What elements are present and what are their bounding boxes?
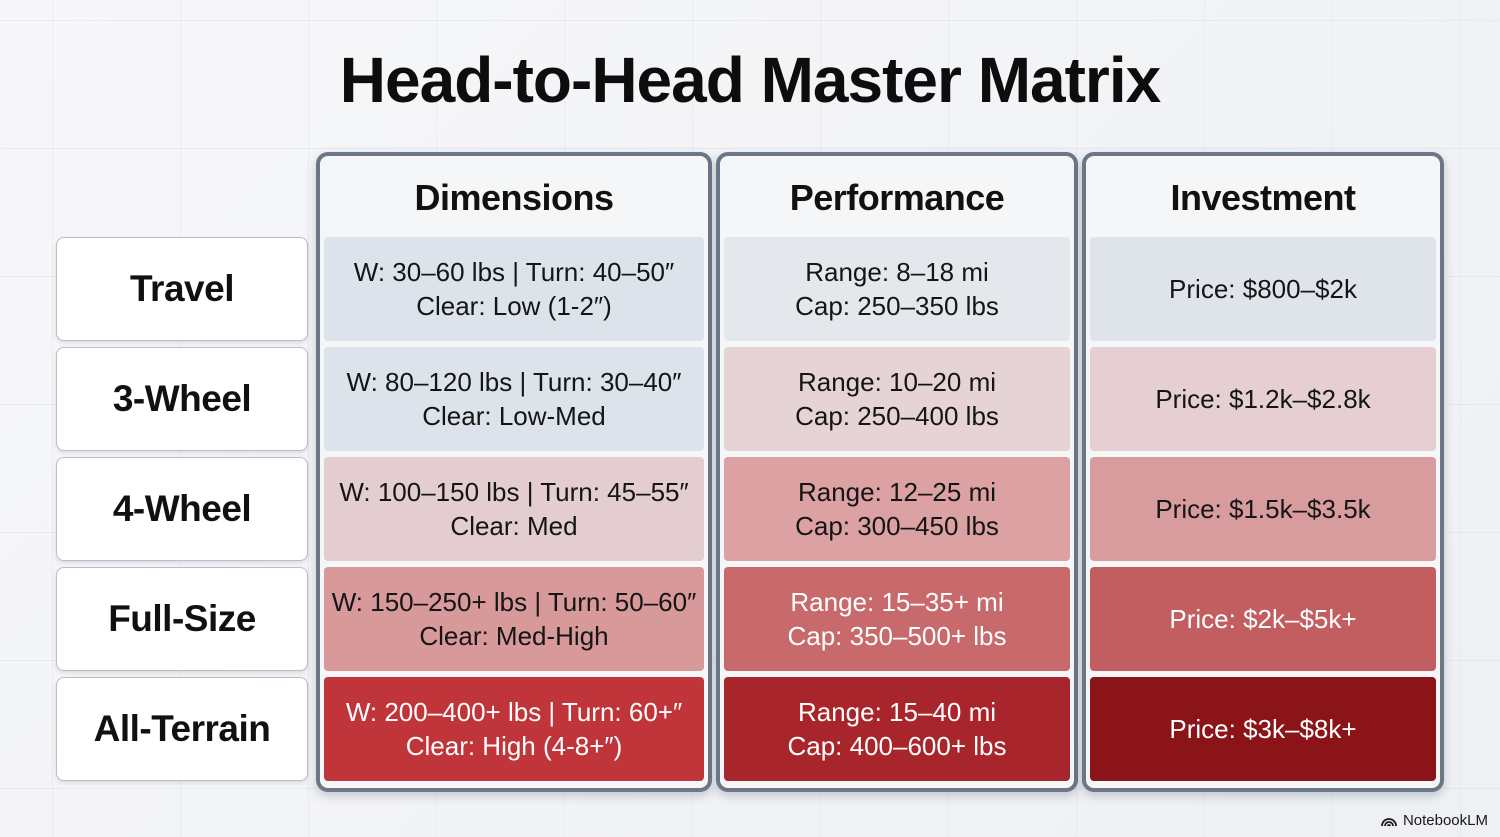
notebooklm-logo-icon <box>1381 815 1397 827</box>
row-label-full-size: Full-Size <box>56 567 308 671</box>
column-dimensions: Dimensions W: 30–60 lbs | Turn: 40–50″ C… <box>316 152 712 792</box>
column-header-dimensions: Dimensions <box>414 177 614 218</box>
brand-name: NotebookLM <box>1402 812 1488 829</box>
cell-performance-4-wheel: Range: 12–25 mi Cap: 300–450 lbs <box>724 457 1070 561</box>
cell-investment-full-size: Price: $2k–$5k+ <box>1090 567 1436 671</box>
cell-dimensions-all-terrain: W: 200–400+ lbs | Turn: 60+″ Clear: High… <box>324 677 704 781</box>
cell-line: Price: $1.2k–$2.8k <box>1155 384 1371 414</box>
cell-line: Cap: 350–500+ lbs <box>787 621 1007 651</box>
cell-dimensions-travel: W: 30–60 lbs | Turn: 40–50″ Clear: Low (… <box>324 237 704 341</box>
cell-line: Range: 10–20 mi <box>797 367 997 397</box>
cell-line: Clear: Med-High <box>419 621 609 651</box>
cell-line: Range: 15–40 mi <box>797 697 997 727</box>
cell-line: Range: 15–35+ mi <box>790 587 1004 617</box>
cell-line: Price: $800–$2k <box>1169 274 1357 304</box>
cell-line: Clear: Low (1-2″) <box>416 291 612 321</box>
column-investment: Investment Price: $800–$2k Price: $1.2k–… <box>1082 152 1444 792</box>
cell-line: W: 100–150 lbs | Turn: 45–55″ <box>339 477 689 507</box>
column-header-performance: Performance <box>789 177 1005 218</box>
cell-investment-3-wheel: Price: $1.2k–$2.8k <box>1090 347 1436 451</box>
cell-line: Price: $2k–$5k+ <box>1169 604 1357 634</box>
row-label-4-wheel: 4-Wheel <box>56 457 308 561</box>
cell-performance-full-size: Range: 15–35+ mi Cap: 350–500+ lbs <box>724 567 1070 671</box>
cell-line: Cap: 250–400 lbs <box>795 401 999 431</box>
cell-performance-3-wheel: Range: 10–20 mi Cap: 250–400 lbs <box>724 347 1070 451</box>
column-header-investment: Investment <box>1170 177 1356 218</box>
cell-line: W: 150–250+ lbs | Turn: 50–60″ <box>331 587 697 617</box>
cell-line: Cap: 300–450 lbs <box>795 511 999 541</box>
row-label-travel: Travel <box>56 237 308 341</box>
cell-investment-travel: Price: $800–$2k <box>1090 237 1436 341</box>
cell-dimensions-3-wheel: W: 80–120 lbs | Turn: 30–40″ Clear: Low-… <box>324 347 704 451</box>
cell-line: Price: $3k–$8k+ <box>1169 714 1357 744</box>
cell-line: Cap: 400–600+ lbs <box>787 731 1007 761</box>
cell-line: Cap: 250–350 lbs <box>795 291 999 321</box>
cell-dimensions-full-size: W: 150–250+ lbs | Turn: 50–60″ Clear: Me… <box>324 567 704 671</box>
cell-line: Clear: High (4-8+″) <box>405 731 623 761</box>
cell-line: Clear: Low-Med <box>422 401 606 431</box>
cell-line: Range: 12–25 mi <box>797 477 997 507</box>
cell-line: Price: $1.5k–$3.5k <box>1155 494 1371 524</box>
page-title: Head-to-Head Master Matrix <box>339 44 1161 116</box>
cell-line: W: 30–60 lbs | Turn: 40–50″ <box>353 257 675 287</box>
row-label-all-terrain: All-Terrain <box>56 677 308 781</box>
cell-line: Clear: Med <box>450 511 578 541</box>
cell-line: Range: 8–18 mi <box>805 257 989 287</box>
cell-line: W: 80–120 lbs | Turn: 30–40″ <box>346 367 682 397</box>
brand-watermark: NotebookLM <box>1381 812 1488 829</box>
cell-investment-4-wheel: Price: $1.5k–$3.5k <box>1090 457 1436 561</box>
cell-performance-travel: Range: 8–18 mi Cap: 250–350 lbs <box>724 237 1070 341</box>
cell-investment-all-terrain: Price: $3k–$8k+ <box>1090 677 1436 781</box>
column-performance: Performance Range: 8–18 mi Cap: 250–350 … <box>716 152 1078 792</box>
cell-dimensions-4-wheel: W: 100–150 lbs | Turn: 45–55″ Clear: Med <box>324 457 704 561</box>
cell-line: W: 200–400+ lbs | Turn: 60+″ <box>345 697 683 727</box>
row-label-3-wheel: 3-Wheel <box>56 347 308 451</box>
cell-performance-all-terrain: Range: 15–40 mi Cap: 400–600+ lbs <box>724 677 1070 781</box>
